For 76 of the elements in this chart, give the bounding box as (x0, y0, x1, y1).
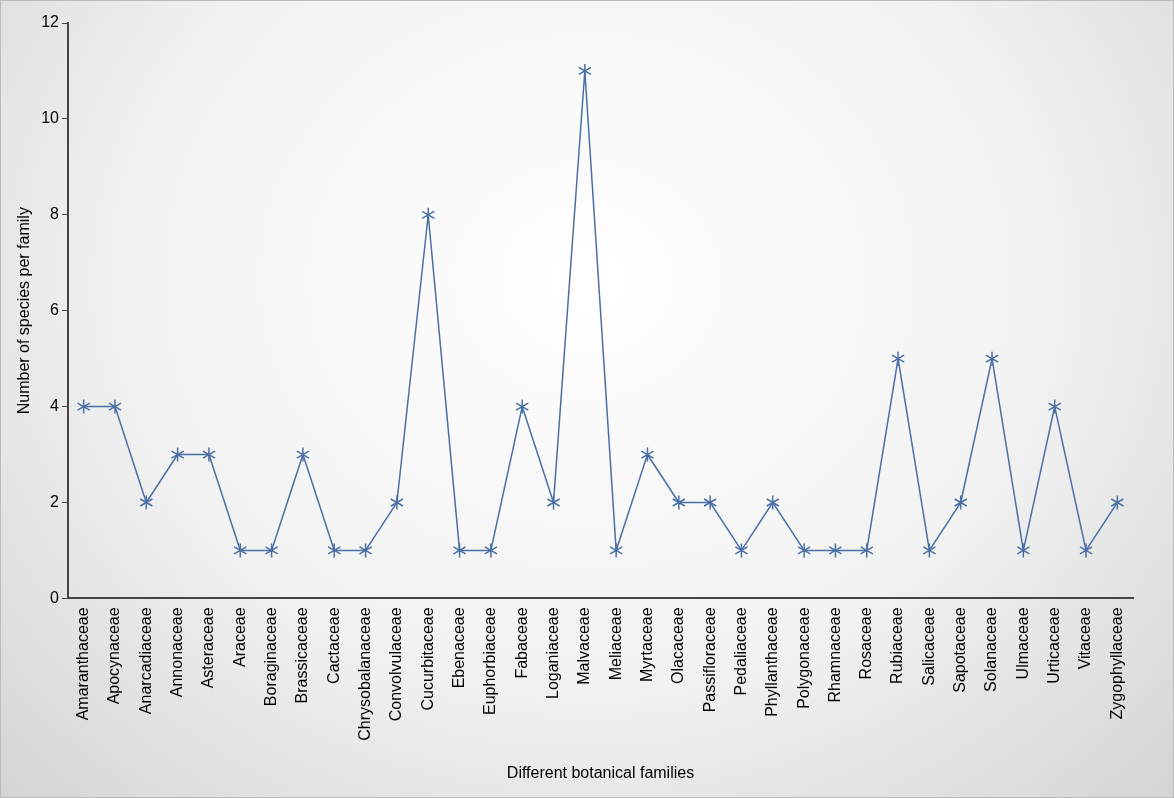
point (327, 542, 342, 559)
x-tick-label: Brassicaceae (293, 607, 311, 704)
point (1047, 398, 1062, 415)
x-tick-label: Amaranthaceae (74, 607, 92, 721)
point (546, 494, 561, 511)
x-tick-label: Solanaceae (982, 607, 1000, 692)
point (108, 398, 122, 415)
point (515, 398, 529, 415)
x-tick-label: Rhamnaceae (825, 607, 843, 703)
point (922, 542, 937, 559)
point (202, 446, 216, 463)
point (390, 494, 404, 511)
point (264, 542, 279, 559)
point (578, 63, 592, 79)
x-tick-label: Anarcadiaceae (136, 607, 154, 715)
point (296, 446, 310, 463)
point (672, 494, 686, 511)
point (233, 542, 248, 559)
x-tick-label: Cucurbitaceae (418, 607, 436, 711)
point (828, 542, 843, 559)
point (797, 542, 811, 559)
x-tick-label: Fabaceae (512, 607, 530, 679)
x-tick-label: Sapotaceae (951, 607, 969, 693)
point (859, 542, 874, 559)
x-tick-label: Passifloraceae (700, 607, 718, 713)
x-tick-label: Polygonaceae (794, 607, 812, 709)
x-tick-label: Cactaceae (324, 607, 342, 684)
point (765, 494, 780, 511)
x-tick-label: Euphorbiaceae (481, 607, 499, 716)
point (734, 542, 749, 559)
y-tick-label: 12 (41, 13, 60, 31)
point (609, 542, 623, 559)
x-tick-label: Olacaceae (669, 607, 687, 684)
x-tick-label: Rosaceae (857, 607, 875, 680)
point (484, 542, 498, 559)
x-tick-label: Ulmaceae (1013, 607, 1031, 680)
x-tick-label: Ebenaceae (449, 607, 467, 689)
x-tick-label: Apocynaceae (105, 607, 123, 705)
point (1079, 542, 1093, 559)
point (1016, 542, 1031, 559)
x-tick-label: Pedaliaceae (731, 607, 749, 696)
point (891, 350, 905, 367)
x-tick-label: Asteraceae (199, 607, 217, 689)
point (358, 542, 373, 559)
x-tick-label: Phyllanthaceae (763, 607, 781, 717)
point (985, 350, 999, 367)
y-tick-label: 0 (50, 588, 60, 606)
x-tick-label: Zygophyllaceae (1107, 607, 1125, 720)
y-tick-label: 2 (50, 492, 60, 510)
x-tick-label: Urticaceae (1045, 607, 1063, 684)
x-tick-label: Loganiaceae (543, 607, 561, 700)
x-tick-label: Araceae (230, 607, 248, 667)
x-axis-title: Different botanical families (506, 763, 695, 781)
point (139, 494, 154, 511)
x-tick-label: Rubiaceae (888, 607, 906, 684)
x-tick-label: Convolvulaceae (387, 607, 405, 722)
x-tick-label: Salicaceae (919, 607, 937, 686)
point (452, 542, 467, 559)
point (703, 494, 717, 511)
point (953, 494, 968, 511)
y-tick-label: 10 (41, 109, 60, 127)
y-tick-label: 4 (50, 396, 60, 414)
y-axis-title: Number of species per family (15, 207, 33, 415)
point (170, 446, 185, 463)
x-tick-label: Annonaceae (168, 607, 186, 698)
x-tick-label: Myrtaceae (637, 607, 655, 683)
x-tick-label: Chrysobalanaceae (355, 607, 373, 741)
point (640, 446, 655, 463)
point (1110, 494, 1125, 511)
x-tick-label: Malvaceae (575, 607, 593, 685)
x-tick-label: Vitaceae (1076, 607, 1094, 670)
x-tick-label: Meliaceae (606, 607, 624, 681)
point (76, 398, 91, 415)
y-tick-label: 8 (50, 205, 60, 223)
x-tick-label: Boraginaceae (262, 607, 280, 707)
y-tick-label: 6 (50, 301, 60, 319)
